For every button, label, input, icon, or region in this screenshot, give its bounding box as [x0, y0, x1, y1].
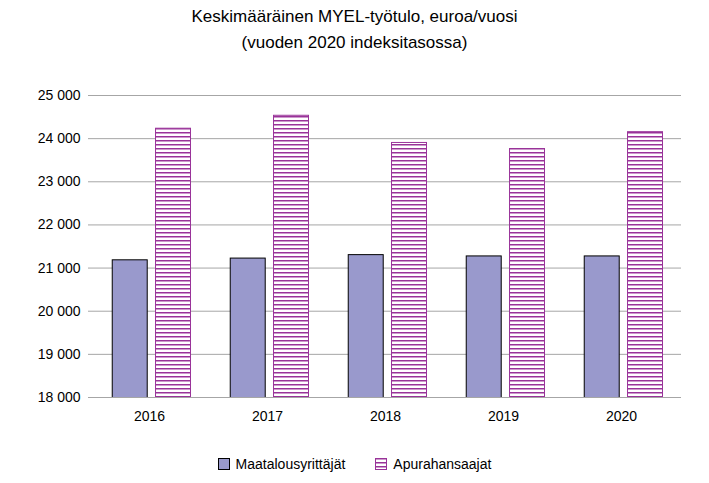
- svg-text:2016: 2016: [134, 408, 165, 424]
- svg-text:24 000: 24 000: [38, 130, 81, 146]
- svg-text:19 000: 19 000: [38, 346, 81, 362]
- svg-text:18 000: 18 000: [38, 389, 81, 405]
- svg-text:23 000: 23 000: [38, 173, 81, 189]
- html-text:Maatalousyrittäjät: Maatalousyrittäjät: [235, 456, 346, 472]
- svg-text:22 000: 22 000: [38, 216, 81, 232]
- html-text:Keskimääräinen MYEL-työtulo, e: Keskimääräinen MYEL-työtulo, euroa/vuosi: [191, 7, 518, 26]
- svg-text:2018: 2018: [370, 408, 401, 424]
- svg-text:21 000: 21 000: [38, 260, 81, 276]
- svg-text:25 000: 25 000: [38, 87, 81, 103]
- svg-text:2019: 2019: [488, 408, 519, 424]
- svg-text:20 000: 20 000: [38, 303, 81, 319]
- svg-text:2020: 2020: [606, 408, 637, 424]
- html-text:(vuoden 2020 indeksitasossa): (vuoden 2020 indeksitasossa): [241, 33, 468, 52]
- html-text:Apurahansaajat: Apurahansaajat: [393, 456, 492, 472]
- svg-text:2017: 2017: [252, 408, 283, 424]
